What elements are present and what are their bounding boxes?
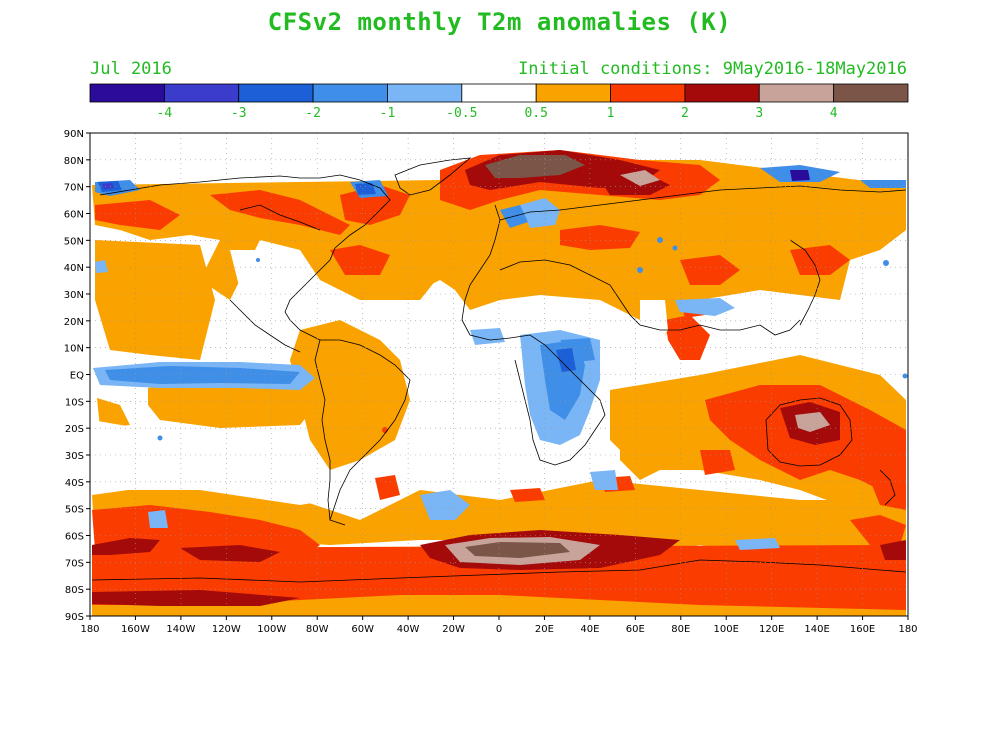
latitude-label: 30N: [64, 290, 84, 301]
longitude-label: 120E: [759, 624, 784, 635]
latitude-label: 10S: [65, 397, 84, 408]
longitude-label: 160W: [121, 624, 150, 635]
longitude-label: 0: [496, 624, 502, 635]
longitude-label: 20W: [442, 624, 465, 635]
latitude-label: 60N: [64, 210, 84, 221]
colorbar-label: -4: [157, 106, 173, 121]
latitude-label: EQ: [70, 371, 84, 382]
colorbar-label: 2: [681, 106, 689, 121]
longitude-label: 60W: [351, 624, 374, 635]
latitude-label: 70S: [65, 558, 84, 569]
longitude-label: 140E: [804, 624, 829, 635]
latitude-label: 70N: [64, 183, 84, 194]
colorbar-label: -2: [305, 106, 321, 121]
longitude-label: 40W: [397, 624, 420, 635]
colorbar-label: -3: [231, 106, 247, 121]
longitude-label: 120W: [212, 624, 241, 635]
graticule: [90, 133, 908, 616]
latitude-label: 90S: [65, 612, 84, 623]
anomaly-fields: [92, 150, 908, 616]
latitude-label: 90N: [64, 129, 84, 140]
longitude-label: 80E: [671, 624, 690, 635]
longitude-label: 40E: [580, 624, 599, 635]
colorbar-legend: -4 -3 -2 -1 -0.5 0.5 1 2 3 4: [89, 83, 909, 121]
latitude-label: 10N: [64, 344, 84, 355]
latitude-label: 60S: [65, 532, 84, 543]
colorbar-label: 0.5: [524, 106, 547, 121]
longitude-label: 20E: [535, 624, 554, 635]
longitude-label: 180: [898, 624, 917, 635]
latitude-label: 40N: [64, 263, 84, 274]
colorbar-label: -0.5: [446, 106, 477, 121]
latitude-label: 50S: [65, 505, 84, 516]
map-title: CFSv2 monthly T2m anomalies (K): [267, 8, 732, 36]
longitude-label: 100W: [257, 624, 286, 635]
map-axes: 90N 80N 70N 60N 50N 40N 30N 20N 10N EQ 10S 20S 30S 40…: [64, 129, 918, 635]
forecast-month: Jul 2016: [90, 59, 172, 79]
latitude-label: 20N: [64, 317, 84, 328]
latitude-label: 50N: [64, 236, 84, 247]
anomaly-extreme: [445, 155, 830, 565]
colorbar-label: 3: [755, 106, 763, 121]
longitude-label: 80W: [306, 624, 329, 635]
anomaly-cool-dark: [98, 170, 810, 372]
initial-conditions: Initial conditions: 9May2016-18May2016: [518, 59, 907, 79]
longitude-label: 60E: [626, 624, 645, 635]
latitude-label: 30S: [65, 451, 84, 462]
coastlines: [91, 157, 907, 583]
latitude-label: 40S: [65, 478, 84, 489]
anomaly-speckles: [157, 237, 908, 441]
latitude-label: 20S: [65, 424, 84, 435]
colorbar-label: -1: [380, 106, 396, 121]
colorbar-swatch: [833, 83, 909, 103]
longitude-label: 100E: [714, 624, 739, 635]
longitude-label: 140W: [166, 624, 195, 635]
longitude-label: 160E: [850, 624, 875, 635]
longitude-label: 180: [80, 624, 99, 635]
colorbar-label: 1: [607, 106, 615, 121]
colorbar-label: 4: [830, 106, 838, 121]
latitude-label: 80S: [65, 585, 84, 596]
latitude-label: 80N: [64, 156, 84, 167]
